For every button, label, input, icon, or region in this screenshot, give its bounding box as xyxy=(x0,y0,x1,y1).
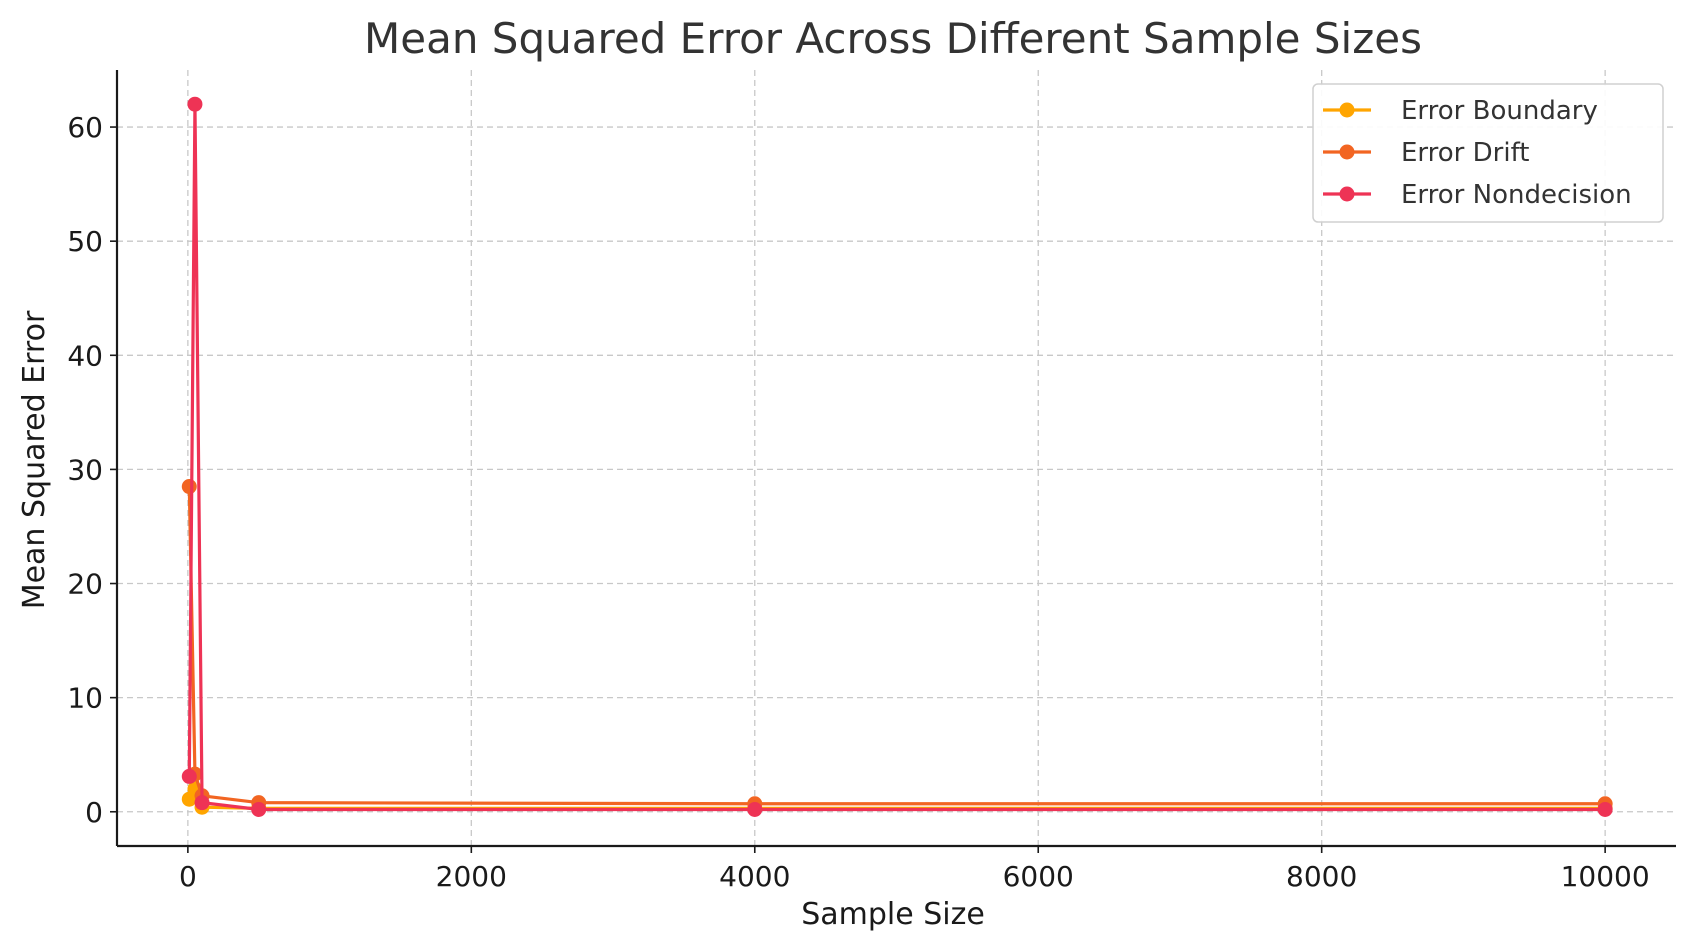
axes xyxy=(115,70,1676,848)
data-point xyxy=(194,795,210,811)
y-axis-title: Mean Squared Error xyxy=(17,310,52,609)
legend-swatch-marker xyxy=(1339,186,1355,202)
series-lines xyxy=(181,96,1613,817)
y-axis-ticks: 0 10 20 30 40 50 60 xyxy=(67,111,117,829)
data-point xyxy=(251,801,267,817)
y-tick-label: 30 xyxy=(67,453,103,486)
legend-label: Error Nondecision xyxy=(1401,180,1632,210)
legend-item: Error Boundary xyxy=(1323,96,1598,126)
y-tick-label: 20 xyxy=(67,568,103,601)
x-tick-label: 10000 xyxy=(1561,860,1650,893)
data-point xyxy=(747,801,763,817)
x-tick-label: 4000 xyxy=(719,860,790,893)
legend-swatch-marker xyxy=(1339,144,1355,160)
y-tick-label: 0 xyxy=(85,796,103,829)
y-tick-label: 60 xyxy=(67,111,103,144)
chart-title: Mean Squared Error Across Different Samp… xyxy=(364,14,1422,63)
x-tick-label: 0 xyxy=(179,860,197,893)
legend-label: Error Drift xyxy=(1401,138,1529,168)
x-tick-label: 6000 xyxy=(1003,860,1074,893)
y-tick-label: 10 xyxy=(67,682,103,715)
legend-swatch-marker xyxy=(1339,102,1355,118)
series-error-nondecision xyxy=(181,96,1613,817)
x-tick-label: 8000 xyxy=(1286,860,1357,893)
legend-box xyxy=(1312,83,1664,223)
x-axis-title: Sample Size xyxy=(801,897,985,932)
data-point xyxy=(1597,801,1613,817)
data-point xyxy=(181,479,197,495)
series-line xyxy=(187,486,1606,806)
data-point xyxy=(181,768,197,784)
legend-item: Error Drift xyxy=(1323,138,1529,168)
x-axis-ticks: 0 2000 4000 6000 8000 10000 xyxy=(179,846,1650,893)
legend: Error Boundary Error Drift Error Nondecisi… xyxy=(1312,83,1664,223)
y-tick-label: 50 xyxy=(67,225,103,258)
y-tick-label: 40 xyxy=(67,339,103,372)
series-error-drift xyxy=(181,479,1613,812)
data-point xyxy=(187,96,203,112)
legend-label: Error Boundary xyxy=(1401,96,1598,126)
x-tick-label: 2000 xyxy=(436,860,507,893)
series-line xyxy=(187,102,1606,812)
legend-item: Error Nondecision xyxy=(1323,180,1632,210)
series-line xyxy=(187,787,1606,810)
